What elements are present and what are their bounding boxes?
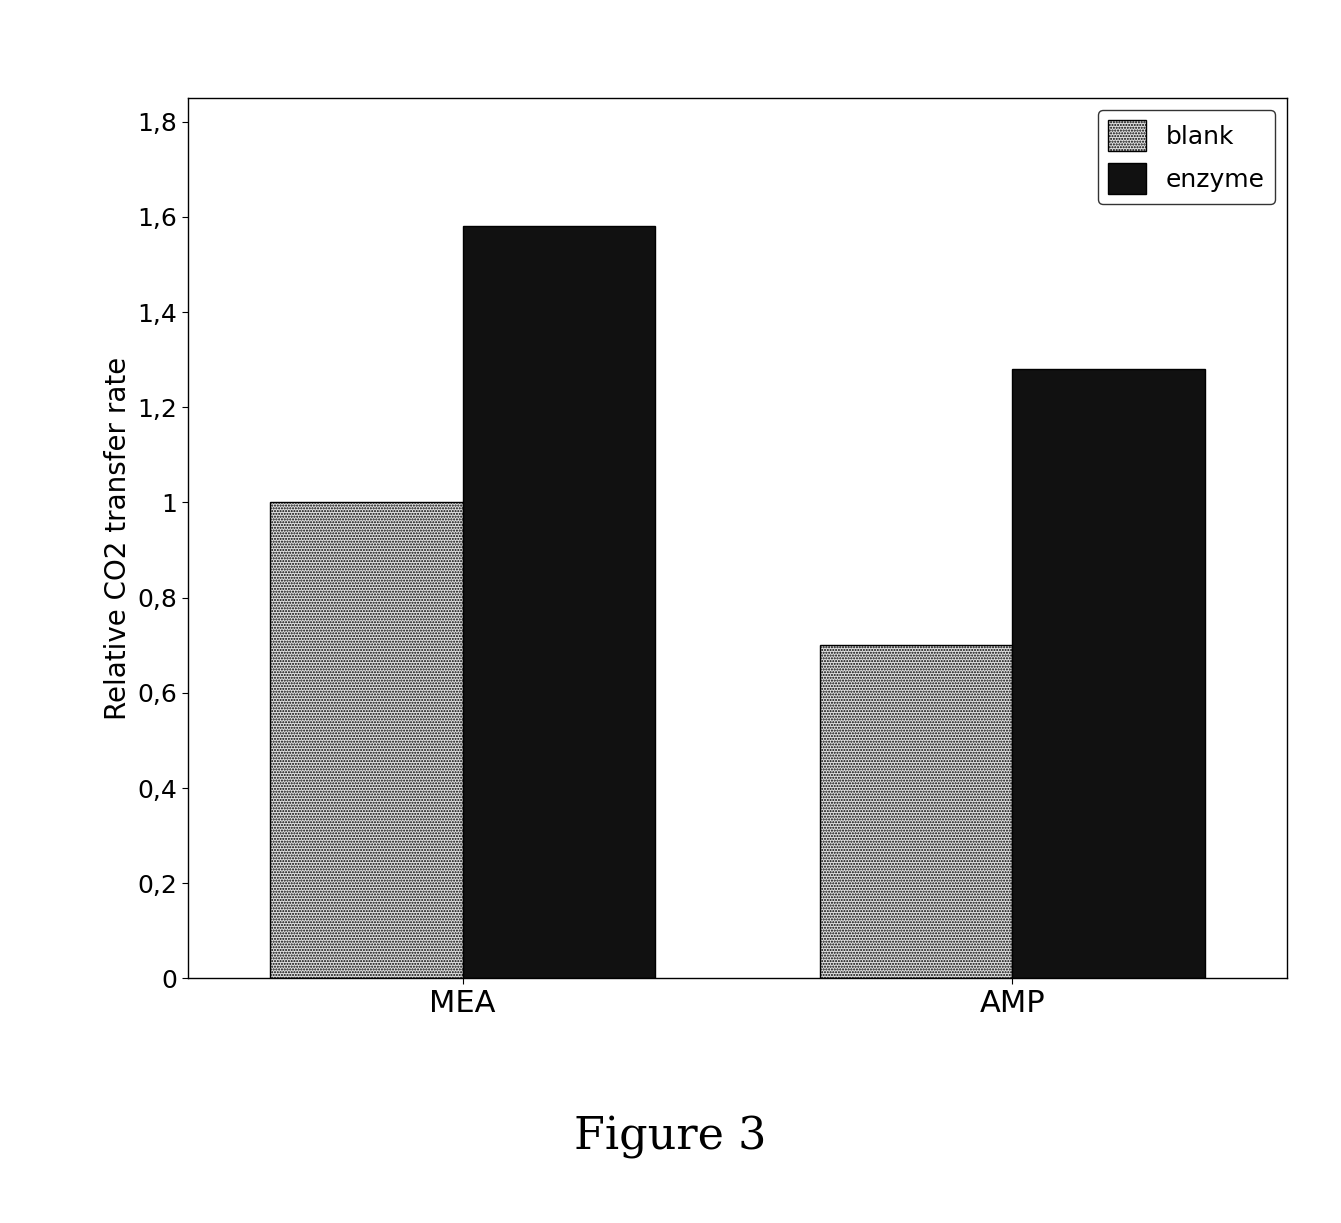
Legend: blank, enzyme: blank, enzyme [1098,110,1275,204]
Y-axis label: Relative CO2 transfer rate: Relative CO2 transfer rate [103,356,131,720]
Text: Figure 3: Figure 3 [574,1115,767,1159]
Bar [270,503,463,978]
Bar [819,646,1012,978]
Bar [1012,369,1204,978]
Bar [463,226,654,978]
